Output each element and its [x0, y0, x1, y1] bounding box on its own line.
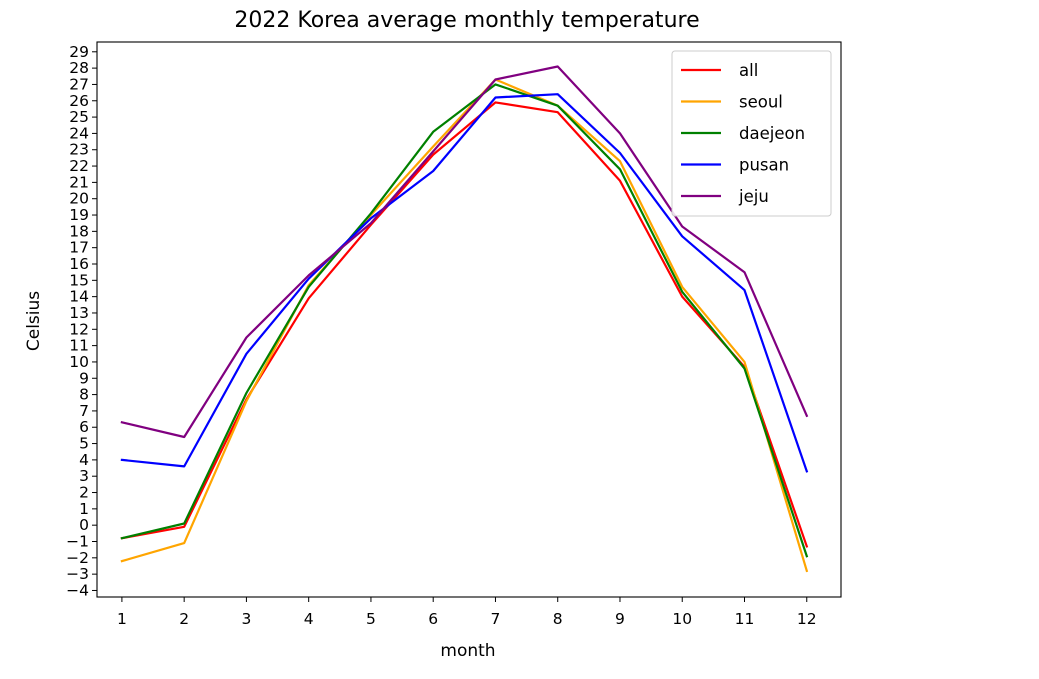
y-tick-label: 2	[79, 484, 89, 502]
y-tick-label: 19	[69, 206, 89, 224]
y-tick-label: 6	[79, 418, 89, 436]
x-tick-label: 6	[428, 610, 438, 628]
y-axis-label: Celsius	[24, 291, 44, 351]
y-tick-label: 24	[69, 124, 89, 142]
legend-label-daejeon: daejeon	[739, 124, 805, 143]
y-tick-label: 8	[79, 386, 89, 404]
chart-title: 2022 Korea average monthly temperature	[234, 8, 699, 33]
x-tick-label: 4	[304, 610, 314, 628]
x-axis-label: month	[440, 641, 495, 661]
y-tick-label: 26	[69, 92, 89, 110]
y-tick-label: 11	[69, 337, 89, 355]
y-tick-label: −3	[66, 565, 89, 583]
y-tick-label: 28	[69, 59, 89, 77]
x-tick-label: 10	[672, 610, 692, 628]
series-line-pusan	[120, 93, 809, 473]
legend-label-seoul: seoul	[739, 93, 783, 112]
y-tick-label: 29	[69, 43, 89, 61]
y-tick-label: 15	[69, 271, 89, 289]
y-tick-label: 16	[69, 255, 89, 273]
y-tick-label: 10	[69, 353, 89, 371]
y-tick-label: 20	[69, 190, 89, 208]
series-line-seoul	[120, 78, 809, 573]
y-tick-label: 18	[69, 222, 89, 240]
y-tick-label: 23	[69, 141, 89, 159]
x-tick-label: 1	[117, 610, 127, 628]
legend-label-all: all	[739, 61, 758, 80]
y-axis: −4−3−2−101234567891011121314151617181920…	[66, 43, 97, 599]
plot-area	[120, 65, 809, 573]
y-tick-label: 5	[79, 435, 89, 453]
legend-label-pusan: pusan	[739, 156, 789, 175]
y-tick-label: 0	[79, 516, 89, 534]
x-tick-label: 5	[366, 610, 376, 628]
y-tick-label: 27	[69, 75, 89, 93]
y-tick-label: 21	[69, 173, 89, 191]
y-tick-label: −2	[66, 549, 89, 567]
legend: all seoul daejeon pusan jeju	[671, 50, 832, 217]
y-tick-label: 1	[79, 500, 89, 518]
legend-label-jeju: jeju	[738, 187, 769, 206]
y-tick-label: −4	[66, 581, 89, 599]
x-axis: 1 2 3 4 5 6 7 8 9 10 11 12	[117, 597, 817, 628]
x-tick-label: 7	[491, 610, 501, 628]
plot-frame	[96, 41, 842, 598]
series-line-all	[120, 101, 809, 548]
x-tick-label: 3	[241, 610, 251, 628]
y-tick-label: 7	[79, 402, 89, 420]
y-tick-label: 17	[69, 239, 89, 257]
series-line-jeju	[120, 65, 809, 439]
x-tick-label: 11	[735, 610, 755, 628]
y-tick-label: 4	[79, 451, 89, 469]
y-tick-label: 9	[79, 369, 89, 387]
y-tick-label: 14	[69, 288, 89, 306]
x-tick-label: 8	[553, 610, 563, 628]
y-tick-label: 3	[79, 467, 89, 485]
y-tick-label: 12	[69, 320, 89, 338]
x-tick-label: 9	[615, 610, 625, 628]
series-line-daejeon	[120, 83, 809, 558]
y-tick-label: −1	[66, 533, 89, 551]
legend-box	[671, 50, 832, 217]
y-tick-label: 25	[69, 108, 89, 126]
y-tick-label: 22	[69, 157, 89, 175]
x-tick-label: 12	[797, 610, 817, 628]
x-tick-label: 2	[179, 610, 189, 628]
y-tick-label: 13	[69, 304, 89, 322]
